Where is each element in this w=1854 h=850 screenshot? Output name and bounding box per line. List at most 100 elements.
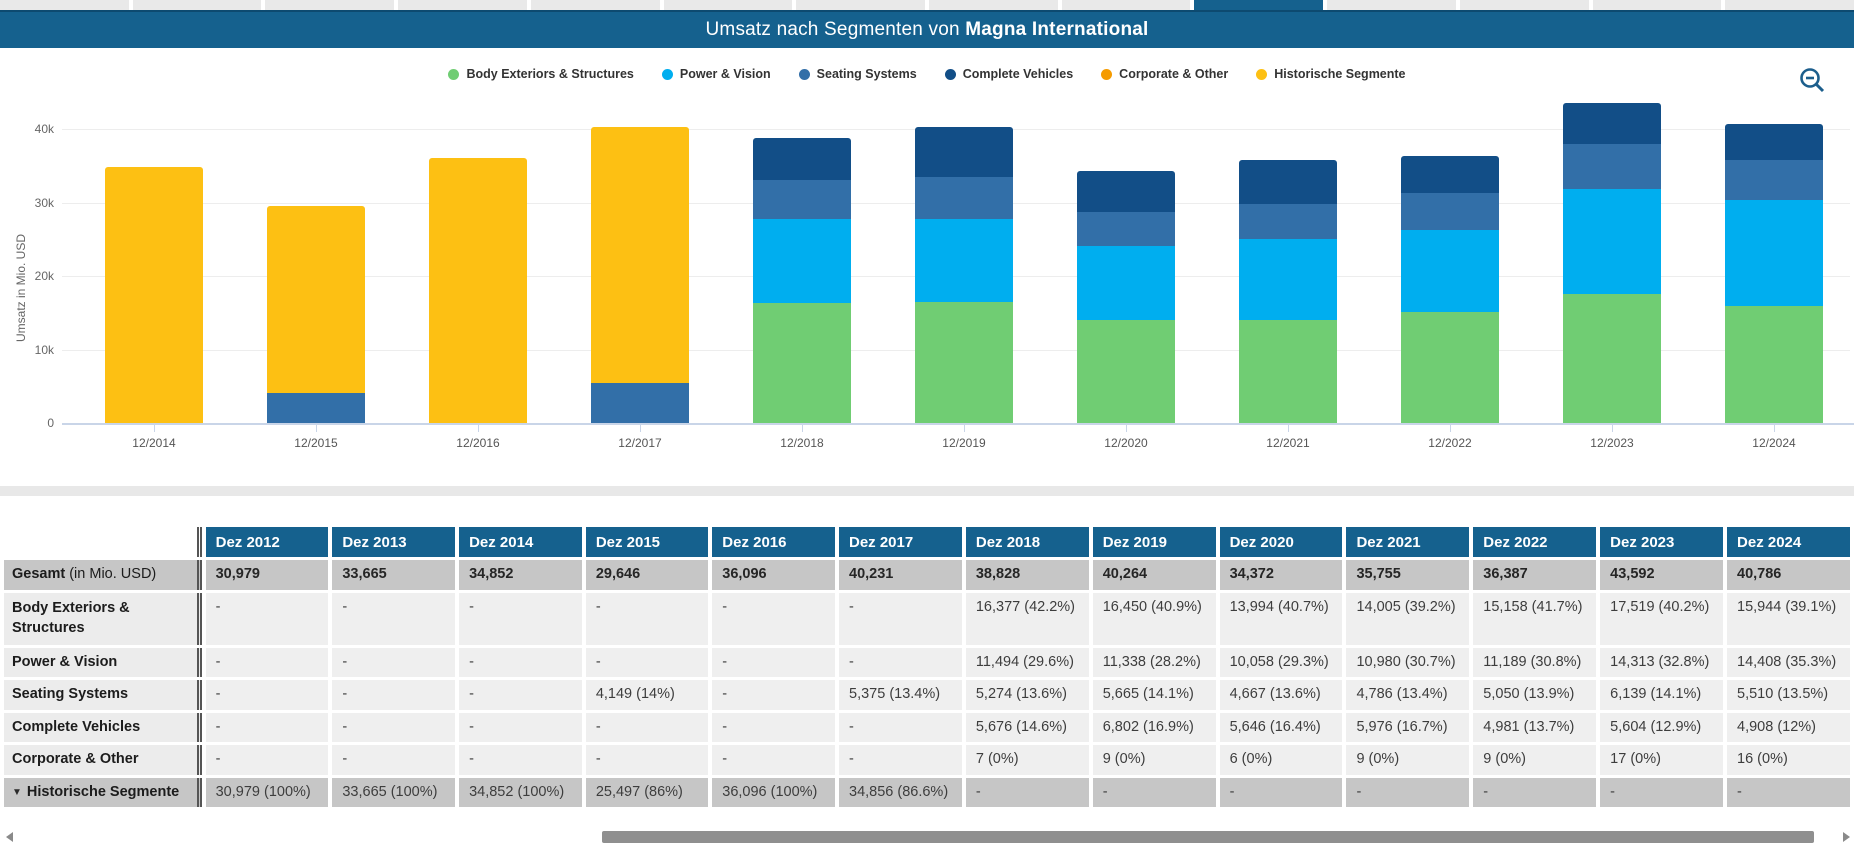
bar-segment[interactable] bbox=[1401, 156, 1499, 193]
stacked-bar[interactable] bbox=[105, 167, 203, 423]
x-axis-tick bbox=[1450, 425, 1451, 432]
row-label-text: Historische Segmente bbox=[26, 783, 180, 800]
tab[interactable] bbox=[398, 0, 527, 10]
bar-segment[interactable] bbox=[1725, 160, 1823, 200]
tab[interactable] bbox=[1592, 0, 1722, 10]
bar-segment[interactable] bbox=[915, 302, 1013, 423]
bar-segment[interactable] bbox=[1563, 103, 1661, 144]
tab[interactable] bbox=[1459, 0, 1589, 10]
tab[interactable] bbox=[0, 0, 129, 10]
zoom-out-icon[interactable] bbox=[1796, 64, 1830, 98]
table-row: Power & Vision - - - - - -11,494 (29.6%) 11,338… bbox=[4, 647, 1850, 678]
bar-segment[interactable] bbox=[1725, 124, 1823, 160]
bar-segment[interactable] bbox=[1401, 312, 1499, 423]
tab[interactable] bbox=[265, 0, 395, 10]
column-header: Dez 2020 bbox=[1219, 527, 1343, 557]
bar-segment[interactable] bbox=[1077, 171, 1175, 212]
scroll-left-arrow-icon[interactable] bbox=[6, 832, 13, 842]
bar-segment[interactable] bbox=[1563, 294, 1661, 423]
scroll-right-arrow-icon[interactable] bbox=[1843, 832, 1850, 842]
bar-segment[interactable] bbox=[1077, 246, 1175, 320]
table-cell: 11,189 (30.8%) bbox=[1473, 647, 1597, 678]
legend-item[interactable]: Corporate & Other bbox=[1101, 67, 1228, 81]
table-cell: 5,274 (13.6%) bbox=[965, 680, 1089, 710]
bar-segment[interactable] bbox=[105, 167, 203, 423]
bar-segment[interactable] bbox=[1725, 306, 1823, 423]
stacked-bar[interactable] bbox=[591, 127, 689, 423]
x-axis-tick bbox=[1288, 425, 1289, 432]
x-axis-tick-label: 12/2023 bbox=[1590, 436, 1634, 450]
table-row: Complete Vehicles - - - - - -5,676 (14.6%) 6,80… bbox=[4, 712, 1850, 743]
bar-segment[interactable] bbox=[1239, 204, 1337, 239]
bar-segment[interactable] bbox=[1401, 230, 1499, 312]
tab[interactable] bbox=[1725, 0, 1854, 10]
legend-item[interactable]: Seating Systems bbox=[798, 67, 917, 81]
bar-segment[interactable] bbox=[1563, 144, 1661, 189]
scrollbar-thumb[interactable] bbox=[602, 831, 1814, 843]
bar-segment[interactable] bbox=[753, 303, 851, 423]
table-cell: 34,372 bbox=[1219, 560, 1343, 590]
stacked-bar[interactable] bbox=[267, 206, 365, 423]
tab[interactable] bbox=[1327, 0, 1456, 10]
tab[interactable] bbox=[796, 0, 926, 10]
stacked-bar[interactable] bbox=[1401, 156, 1499, 423]
stacked-bar[interactable] bbox=[753, 138, 851, 423]
x-axis-tick-label: 12/2024 bbox=[1752, 436, 1796, 450]
bar-segment[interactable] bbox=[1077, 212, 1175, 246]
table-cell: 40,786 bbox=[1727, 560, 1850, 590]
row-label[interactable]: ▼ Historische Segmente bbox=[4, 777, 202, 808]
bar-segment[interactable] bbox=[753, 138, 851, 180]
table-cell: - bbox=[965, 777, 1089, 808]
tab[interactable] bbox=[530, 0, 660, 10]
bar-segment[interactable] bbox=[1563, 189, 1661, 294]
table-cell: 33,665 bbox=[332, 560, 456, 590]
bar-segment[interactable] bbox=[591, 127, 689, 383]
bar-segment[interactable] bbox=[1239, 239, 1337, 320]
bar-segment[interactable] bbox=[267, 206, 365, 393]
stacked-bar[interactable] bbox=[1077, 171, 1175, 423]
x-axis-tick-label: 12/2017 bbox=[618, 436, 662, 450]
table-cell: 4,149 (14%) bbox=[585, 680, 709, 710]
row-label: Power & Vision bbox=[4, 647, 202, 678]
legend-item[interactable]: Body Exteriors & Structures bbox=[448, 67, 634, 81]
bar-segment[interactable] bbox=[1401, 193, 1499, 230]
bar-segment[interactable] bbox=[591, 383, 689, 423]
tab-active[interactable] bbox=[1194, 0, 1324, 10]
bar-segment[interactable] bbox=[753, 219, 851, 303]
tab[interactable] bbox=[1061, 0, 1191, 10]
table-cell: - bbox=[332, 680, 456, 710]
bar-segment[interactable] bbox=[267, 393, 365, 423]
legend-item[interactable]: Complete Vehicles bbox=[944, 67, 1074, 81]
bar-segment[interactable] bbox=[753, 180, 851, 219]
table-cell: - bbox=[1219, 777, 1343, 808]
bar-segment[interactable] bbox=[1077, 320, 1175, 423]
stacked-bar[interactable] bbox=[1725, 124, 1823, 423]
stacked-bar[interactable] bbox=[1563, 103, 1661, 423]
legend-item[interactable]: Historische Segmente bbox=[1256, 67, 1406, 81]
legend-label: Complete Vehicles bbox=[962, 67, 1074, 81]
bar-segment[interactable] bbox=[1239, 320, 1337, 423]
x-axis-tick bbox=[802, 425, 803, 432]
chart-legend: Body Exteriors & Structures Power & Visio… bbox=[0, 62, 1854, 86]
legend-label: Seating Systems bbox=[816, 67, 917, 81]
legend-item[interactable]: Power & Vision bbox=[661, 67, 771, 81]
bar-segment[interactable] bbox=[915, 219, 1013, 302]
bar-segment[interactable] bbox=[1725, 200, 1823, 306]
table-cell: - bbox=[205, 647, 329, 678]
tab[interactable] bbox=[929, 0, 1058, 10]
bar-segment[interactable] bbox=[1239, 160, 1337, 204]
tab[interactable] bbox=[132, 0, 262, 10]
table-cell: - bbox=[205, 592, 329, 645]
stacked-bar[interactable] bbox=[915, 127, 1013, 423]
bar-segment[interactable] bbox=[915, 127, 1013, 177]
stacked-bar[interactable] bbox=[429, 158, 527, 423]
x-axis-tick-label: 12/2019 bbox=[942, 436, 986, 450]
table-cell: 5,050 (13.9%) bbox=[1473, 680, 1597, 710]
stacked-bar[interactable] bbox=[1239, 160, 1337, 423]
table-row: Gesamt (in Mio. USD) 30,979 33,665 34,852 29… bbox=[4, 560, 1850, 590]
tab[interactable] bbox=[663, 0, 793, 10]
table-cell: - bbox=[459, 712, 582, 743]
column-header: Dez 2016 bbox=[712, 527, 835, 557]
bar-segment[interactable] bbox=[429, 158, 527, 423]
bar-segment[interactable] bbox=[915, 177, 1013, 219]
